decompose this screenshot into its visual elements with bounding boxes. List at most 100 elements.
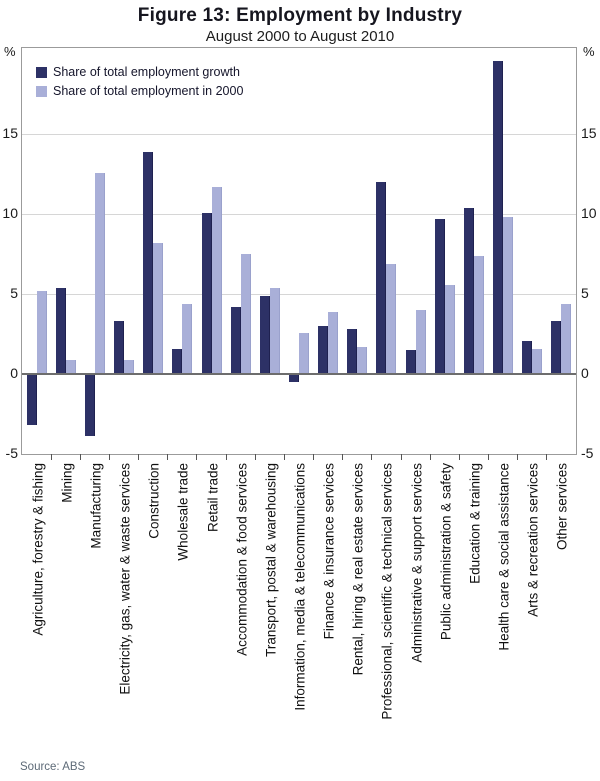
x-axis-tick — [371, 454, 373, 460]
bar-growth — [405, 350, 416, 375]
bar-2000 — [36, 290, 47, 375]
bar-growth — [172, 348, 183, 375]
bar-growth — [114, 321, 125, 375]
legend-item-2000: Share of total employment in 2000 — [36, 84, 243, 98]
legend-item-growth: Share of total employment growth — [36, 65, 243, 79]
bar-2000 — [269, 287, 280, 375]
y-tick-label-left: 0 — [10, 365, 18, 382]
bar-growth — [84, 374, 95, 437]
y-tick-label-right: 5 — [581, 285, 589, 302]
legend-swatch-1 — [36, 85, 47, 97]
x-axis-tick — [342, 454, 344, 460]
x-axis-label: Public administration & safety — [438, 463, 454, 641]
bar-2000 — [211, 187, 222, 375]
y-axis-labels-left: -5 0 5 10 15 — [0, 0, 18, 781]
x-axis-label: Education & training — [467, 463, 483, 584]
y-tick-label-right: 10 — [581, 205, 597, 222]
bar-growth — [143, 151, 154, 375]
x-axis-label: Electricity, gas, water & waste services — [117, 463, 133, 695]
gridline — [22, 134, 576, 135]
x-axis-label: Transport, postal & warehousing — [263, 463, 279, 657]
x-axis-tick — [167, 454, 169, 460]
y-tick-label-left: 10 — [2, 205, 18, 222]
y-axis-unit-left: % — [4, 44, 16, 59]
x-axis-label: Health care & social assistance — [496, 463, 512, 651]
bar-growth — [289, 374, 299, 383]
x-axis-label: Finance & insurance services — [321, 463, 337, 640]
legend: Share of total employment growth Share o… — [36, 65, 243, 103]
bar-2000 — [561, 303, 572, 375]
x-axis-label: Information, media & telecommunications — [292, 463, 308, 711]
bar-2000 — [415, 310, 426, 375]
x-axis-tick — [458, 454, 460, 460]
x-axis-tick — [79, 454, 81, 460]
bar-growth — [318, 326, 329, 375]
bar-growth — [376, 182, 387, 375]
x-axis-label: Other services — [554, 463, 570, 551]
source-note: Source: ABS — [20, 761, 86, 773]
bar-growth — [55, 287, 66, 375]
bar-2000 — [182, 303, 193, 375]
zero-line — [22, 373, 576, 375]
bar-growth — [26, 374, 37, 426]
bar-growth — [201, 212, 212, 375]
legend-label: Share of total employment in 2000 — [53, 84, 244, 98]
x-axis-label: Agriculture, forestry & fishing — [30, 463, 46, 636]
x-axis-tick — [429, 454, 431, 460]
chart-subtitle: August 2000 to August 2010 — [205, 28, 395, 45]
bar-2000 — [94, 172, 105, 375]
y-tick-label-right: 0 — [581, 365, 589, 382]
bar-2000 — [503, 217, 514, 375]
y-axis-unit-right: % — [583, 44, 595, 59]
bar-2000 — [153, 243, 164, 375]
y-tick-label-left: 5 — [10, 285, 18, 302]
gridline — [22, 214, 576, 215]
bar-2000 — [444, 284, 455, 375]
bar-growth — [493, 60, 504, 375]
x-axis-tick — [108, 454, 110, 460]
bar-2000 — [357, 346, 368, 375]
y-axis-labels-right: -5 0 5 10 15 — [581, 0, 600, 781]
x-axis-label: Construction — [146, 463, 162, 539]
x-axis-tick — [254, 454, 256, 460]
x-axis-tick — [225, 454, 227, 460]
x-axis-tick — [313, 454, 315, 460]
plot-area: Share of total employment growth Share o… — [21, 47, 577, 720]
bar-growth — [259, 295, 270, 375]
bar-2000 — [473, 255, 484, 375]
x-axis-label: Administrative & support services — [409, 463, 425, 663]
bar-growth — [230, 306, 241, 375]
x-axis-label: Arts & recreation services — [525, 463, 541, 617]
x-axis-label: Manufacturing — [88, 463, 104, 549]
x-axis-label: Rental, hiring & real estate services — [350, 463, 366, 676]
bar-2000 — [299, 332, 309, 375]
x-axis-tick — [196, 454, 198, 460]
x-axis-tick — [517, 454, 519, 460]
gridline — [22, 294, 576, 295]
x-axis-tick — [138, 454, 140, 460]
x-axis-tick — [488, 454, 490, 460]
y-tick-label-left: 15 — [2, 125, 18, 142]
x-axis-label: Mining — [59, 463, 75, 503]
y-tick-label-right: -5 — [581, 445, 594, 461]
bar-2000 — [124, 359, 135, 375]
x-axis-tick — [283, 454, 285, 460]
x-axis-label: Accommodation & food services — [234, 463, 250, 656]
bar-2000 — [386, 263, 397, 375]
x-axis-tick — [546, 454, 548, 460]
x-axis-tick — [400, 454, 402, 460]
bar-2000 — [65, 359, 76, 375]
legend-swatch-0 — [36, 66, 47, 78]
x-axis-label: Wholesale trade — [175, 463, 191, 561]
bar-growth — [522, 340, 533, 375]
bar-2000 — [328, 311, 339, 375]
bar-2000 — [240, 254, 251, 375]
legend-label: Share of total employment growth — [53, 65, 240, 79]
x-axis-label: Retail trade — [205, 463, 221, 533]
y-tick-label-left: -5 — [5, 445, 18, 461]
bar-2000 — [532, 348, 543, 375]
x-axis-tick — [50, 454, 52, 460]
bar-growth — [434, 219, 445, 375]
chart-title: Figure 13: Employment by Industry — [137, 5, 463, 26]
